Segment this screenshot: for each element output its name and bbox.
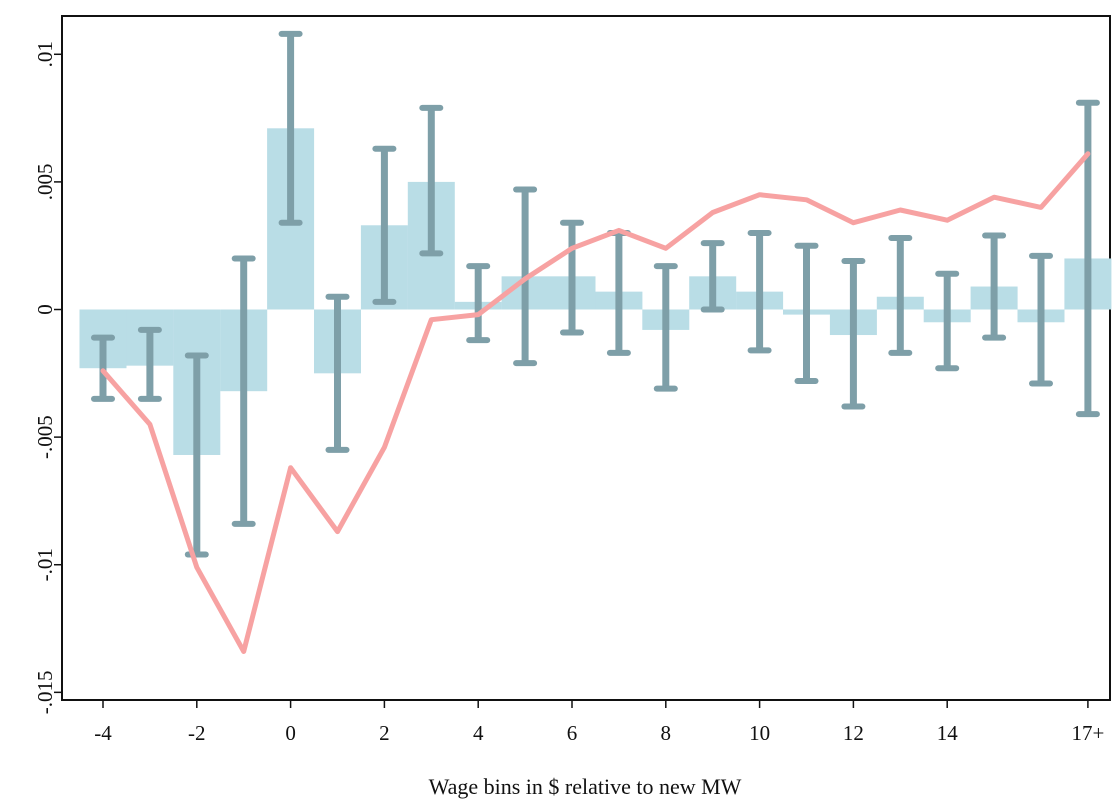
- x-tick-label: 10: [749, 721, 770, 745]
- x-tick-label: -4: [94, 721, 112, 745]
- x-tick-label: 6: [567, 721, 578, 745]
- error-bar: [935, 270, 960, 372]
- error-bar: [419, 104, 444, 257]
- error-bar: [888, 235, 913, 356]
- error-bar: [466, 263, 491, 344]
- x-tick-label: 12: [843, 721, 864, 745]
- x-tick-label: 14: [937, 721, 959, 745]
- error-bar: [794, 242, 819, 384]
- error-bar: [91, 334, 115, 402]
- x-axis-title: Wage bins in $ relative to new MW: [429, 774, 742, 799]
- x-tick-label: -2: [188, 721, 206, 745]
- y-tick-label: .005: [33, 164, 57, 201]
- error-bar: [747, 229, 772, 354]
- y-axis: .01 .005 0 -.005 -.01 -.015: [33, 41, 62, 714]
- error-bar: [372, 145, 397, 305]
- error-bar: [325, 293, 350, 453]
- error-bar: [560, 219, 584, 336]
- error-bar: [700, 240, 725, 313]
- x-tick-label: 8: [661, 721, 672, 745]
- x-tick-label: 2: [379, 721, 390, 745]
- x-tick-label: 4: [473, 721, 484, 745]
- x-tick-label: 17+: [1071, 721, 1104, 745]
- line-series: [100, 151, 1091, 654]
- error-bar: [137, 326, 162, 402]
- error-bar: [1029, 252, 1053, 387]
- x-tick-label: 0: [285, 721, 296, 745]
- error-bar: [653, 263, 678, 392]
- y-tick-label: -.01: [33, 548, 57, 581]
- y-tick-label: -.015: [33, 670, 57, 714]
- error-bar: [982, 232, 1007, 341]
- y-tick-label: 0: [33, 304, 57, 315]
- error-bar: [231, 255, 256, 527]
- error-bar: [841, 258, 866, 410]
- y-tick-label: .01: [33, 41, 57, 67]
- y-tick-label: -.005: [33, 415, 57, 459]
- line-path: [100, 151, 1091, 654]
- error-bar: [278, 30, 303, 226]
- x-axis: -4 -2 0 2 4 6 8 10 12 14 17+: [94, 700, 1104, 745]
